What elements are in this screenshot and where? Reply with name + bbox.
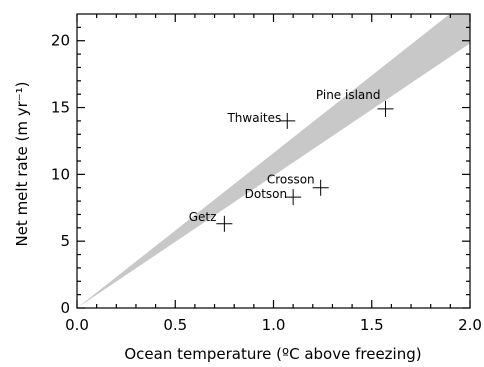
y-tick-label: 10 [51, 165, 70, 183]
uncertainty-band [77, 14, 470, 308]
y-tick-label: 5 [60, 232, 70, 250]
x-tick-label: 1.5 [360, 316, 384, 334]
point-label: Dotson [245, 187, 288, 201]
y-tick-label: 20 [51, 32, 70, 50]
point-label: Crosson [267, 173, 315, 187]
x-tick-label: 1.0 [262, 316, 286, 334]
point-label: Thwaites [226, 111, 281, 125]
x-axis-title: Ocean temperature (ºC above freezing) [124, 345, 421, 363]
data-point: Pine island [316, 88, 394, 117]
data-point: Getz [189, 210, 233, 232]
x-tick-label: 0.0 [65, 316, 89, 334]
data-point: Thwaites [226, 111, 296, 129]
data-point: Crosson [267, 173, 329, 196]
y-tick-label: 15 [51, 99, 70, 117]
x-tick-label: 0.5 [163, 316, 187, 334]
point-label: Pine island [316, 88, 381, 102]
x-tick-label: 2.0 [458, 316, 482, 334]
y-axis-title: Net melt rate (m yr⁻¹) [13, 81, 31, 246]
data-point: Dotson [245, 187, 302, 206]
y-tick-label: 0 [60, 299, 70, 317]
point-label: Getz [189, 210, 217, 224]
